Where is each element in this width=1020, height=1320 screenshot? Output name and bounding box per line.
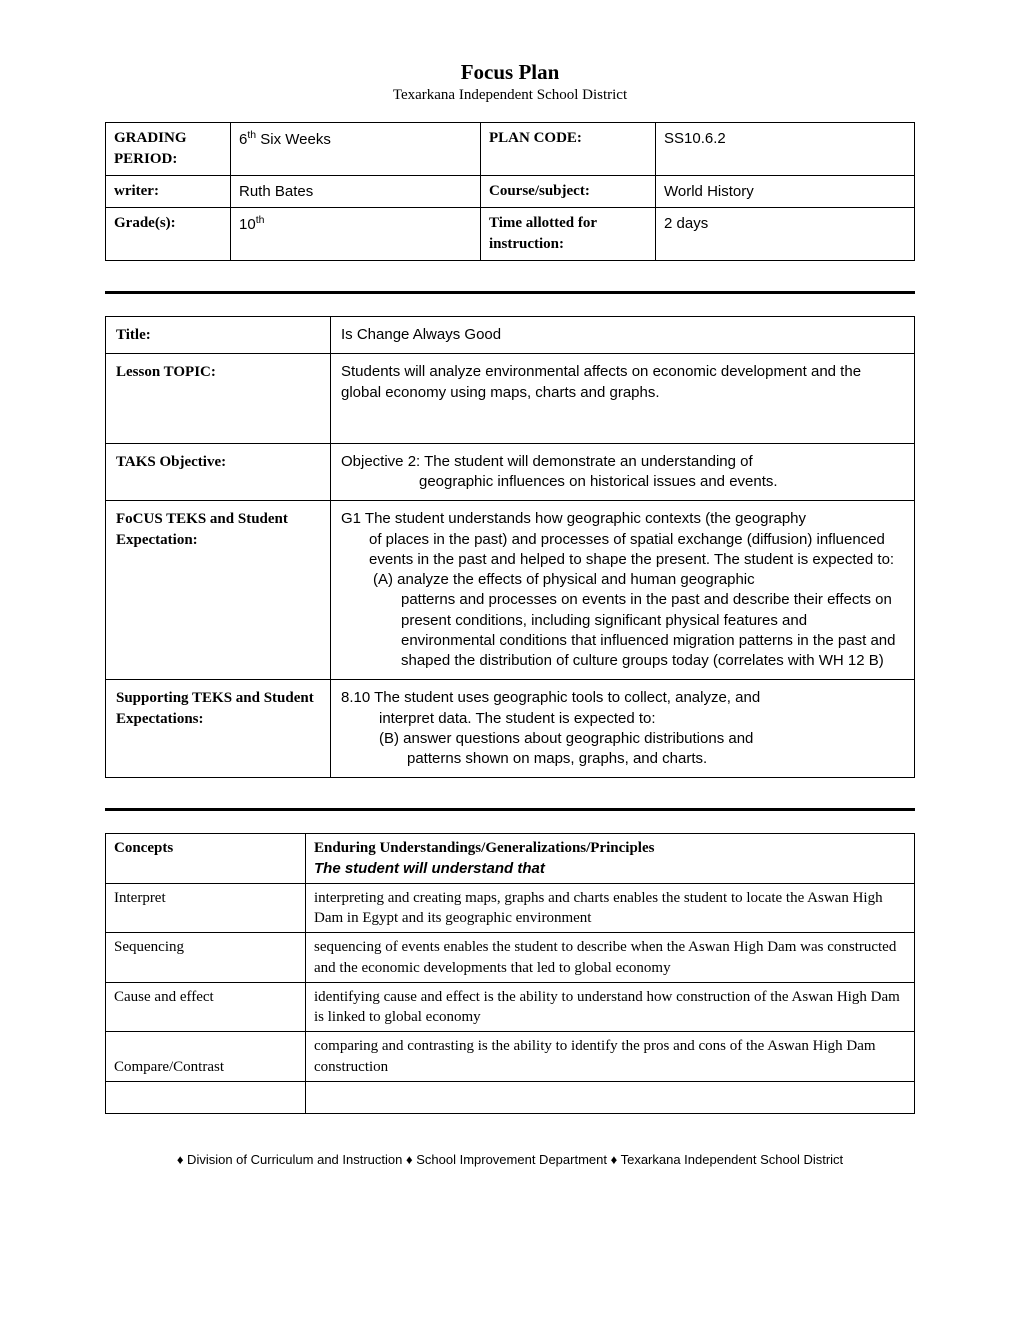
page-title: Focus Plan (105, 60, 915, 85)
empty-cell (306, 1081, 915, 1113)
document-header: Focus Plan Texarkana Independent School … (105, 60, 915, 104)
lesson-table: Title: Is Change Always Good Lesson TOPI… (105, 316, 915, 778)
concept-cause-effect: Cause and effect (106, 982, 306, 1032)
label-focus-teks: FoCUS TEKS and Student Expectation: (106, 501, 331, 680)
value-interpret: interpreting and creating maps, graphs a… (306, 883, 915, 933)
label-writer: writer: (106, 176, 231, 208)
value-compare-contrast: comparing and contrasting is the ability… (306, 1032, 915, 1082)
value-supporting-teks: 8.10 The student uses geographic tools t… (331, 680, 915, 778)
label-supporting-teks: Supporting TEKS and Student Expectations… (106, 680, 331, 778)
empty-cell (106, 1081, 306, 1113)
page-subtitle: Texarkana Independent School District (105, 87, 915, 104)
value-title: Is Change Always Good (331, 317, 915, 354)
divider (105, 291, 915, 294)
concept-sequencing: Sequencing (106, 933, 306, 983)
label-course: Course/subject: (481, 176, 656, 208)
value-grades: 10th (231, 208, 481, 261)
concepts-table: Concepts Enduring Understandings/General… (105, 833, 915, 1114)
value-focus-teks: G1 The student understands how geographi… (331, 501, 915, 680)
value-plan-code: SS10.6.2 (656, 123, 915, 176)
value-cause-effect: identifying cause and effect is the abil… (306, 982, 915, 1032)
value-writer: Ruth Bates (231, 176, 481, 208)
label-topic: Lesson TOPIC: (106, 354, 331, 444)
value-course: World History (656, 176, 915, 208)
header-concepts: Concepts (106, 834, 306, 884)
label-taks: TAKS Objective: (106, 443, 331, 501)
value-taks: Objective 2: The student will demonstrat… (331, 443, 915, 501)
value-time: 2 days (656, 208, 915, 261)
concept-compare-contrast: Compare/Contrast (106, 1032, 306, 1082)
label-grading-period: GRADING PERIOD: (106, 123, 231, 176)
label-time: Time allotted for instruction: (481, 208, 656, 261)
divider (105, 808, 915, 811)
page-footer: ♦ Division of Curriculum and Instruction… (105, 1152, 915, 1167)
label-title: Title: (106, 317, 331, 354)
label-plan-code: PLAN CODE: (481, 123, 656, 176)
label-grades: Grade(s): (106, 208, 231, 261)
value-sequencing: sequencing of events enables the student… (306, 933, 915, 983)
info-table: GRADING PERIOD: 6th Six Weeks PLAN CODE:… (105, 122, 915, 261)
value-grading-period: 6th Six Weeks (231, 123, 481, 176)
concept-interpret: Interpret (106, 883, 306, 933)
header-understandings: Enduring Understandings/Generalizations/… (306, 834, 915, 884)
value-topic: Students will analyze environmental affe… (331, 354, 915, 444)
